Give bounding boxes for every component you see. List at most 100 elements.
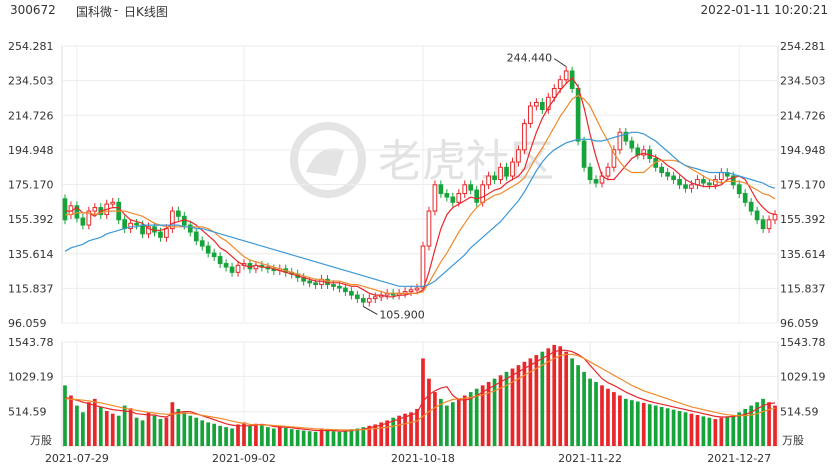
candle-body bbox=[516, 149, 521, 163]
candle-body bbox=[534, 102, 539, 107]
volume-bar bbox=[230, 428, 234, 446]
volume-bar bbox=[528, 358, 533, 446]
volume-bar bbox=[122, 405, 127, 446]
candle-body bbox=[229, 266, 235, 273]
volume-bar bbox=[677, 410, 682, 446]
candle-body bbox=[701, 179, 706, 184]
volume-bar bbox=[683, 412, 688, 446]
candle-body bbox=[456, 193, 462, 203]
candle-body bbox=[122, 219, 127, 230]
candle-body bbox=[510, 161, 515, 177]
volume-bar bbox=[439, 398, 443, 446]
volume-bar bbox=[397, 415, 401, 446]
volume-bar bbox=[87, 402, 91, 446]
candle-body bbox=[355, 294, 360, 300]
volume-bar bbox=[665, 408, 670, 446]
volume-bar bbox=[337, 431, 342, 446]
volume-bar bbox=[391, 417, 395, 446]
volume-bar bbox=[128, 408, 133, 446]
volume-bar bbox=[271, 428, 276, 446]
volume-bar bbox=[671, 409, 676, 446]
candle-body bbox=[539, 102, 545, 111]
volume-bar bbox=[647, 404, 652, 446]
price-tick-left: 175.170 bbox=[8, 179, 54, 192]
date-label: 2021-07-29 bbox=[45, 452, 109, 465]
candle-body bbox=[343, 287, 348, 293]
price-tick-left: 234.503 bbox=[8, 75, 54, 88]
volume-bar bbox=[767, 402, 771, 446]
candle-body bbox=[492, 175, 497, 181]
volume-bar bbox=[564, 351, 569, 446]
volume-bar bbox=[373, 424, 378, 446]
candle-body bbox=[707, 182, 712, 186]
volume-bar bbox=[725, 416, 730, 446]
volume-bar bbox=[415, 408, 419, 446]
candle-body bbox=[146, 226, 151, 235]
volume-bar bbox=[635, 401, 640, 446]
price-tick-right: 96.059 bbox=[780, 317, 819, 330]
candle-body bbox=[480, 184, 485, 203]
volume-bar bbox=[588, 378, 592, 446]
volume-bar bbox=[110, 413, 115, 446]
price-ma5-line bbox=[65, 77, 776, 298]
candle-body bbox=[557, 79, 563, 90]
candle-body bbox=[659, 166, 664, 174]
date-label: 2021-12-27 bbox=[707, 452, 771, 465]
volume-bar bbox=[719, 417, 724, 446]
candle-body bbox=[635, 147, 641, 156]
candle-body bbox=[718, 172, 724, 181]
volume-bar bbox=[510, 368, 515, 446]
volume-tick-right: 1543.78 bbox=[780, 336, 826, 349]
volume-bar bbox=[134, 417, 139, 446]
price-tick-left: 194.948 bbox=[8, 144, 54, 157]
volume-bar bbox=[69, 395, 73, 446]
volume-panel-frame bbox=[61, 341, 779, 447]
candle-body bbox=[414, 287, 420, 291]
candle-body bbox=[432, 184, 438, 212]
volume-bar bbox=[731, 415, 736, 446]
volume-bar bbox=[761, 398, 765, 446]
max-price-label: 244.440 bbox=[507, 52, 553, 65]
price-tick-right: 234.503 bbox=[780, 75, 826, 88]
volume-tick-right: 514.59 bbox=[780, 406, 819, 419]
volume-bar bbox=[248, 425, 252, 446]
volume-bar bbox=[456, 398, 461, 446]
candle-body bbox=[617, 131, 623, 151]
volume-bar bbox=[194, 417, 199, 446]
price-ma10-line bbox=[65, 94, 776, 294]
candle-body bbox=[170, 210, 175, 230]
watermark-logo-icon bbox=[290, 122, 366, 198]
volume-bar bbox=[409, 412, 413, 446]
volume-bar bbox=[283, 427, 288, 446]
candle-body bbox=[736, 184, 742, 195]
volume-bar bbox=[295, 429, 300, 446]
candle-body bbox=[641, 149, 647, 156]
candle-body bbox=[486, 175, 491, 186]
volume-bar bbox=[522, 361, 527, 446]
price-tick-right: 254.281 bbox=[780, 40, 826, 53]
volume-bar bbox=[558, 346, 563, 446]
price-tick-right: 214.726 bbox=[780, 109, 826, 122]
volume-bar bbox=[737, 412, 742, 446]
volume-bar bbox=[182, 412, 187, 446]
volume-bar bbox=[331, 431, 336, 446]
volume-bar bbox=[343, 430, 348, 446]
candle-body bbox=[551, 88, 557, 98]
volume-tick-left: 1543.78 bbox=[8, 336, 54, 349]
volume-unit-label: 万股 bbox=[30, 434, 52, 447]
volume-bar bbox=[600, 385, 604, 446]
volume-bar bbox=[212, 423, 216, 446]
watermark-logo-mark-icon bbox=[306, 148, 344, 176]
volume-bar bbox=[403, 413, 407, 446]
volume-bar bbox=[612, 392, 616, 446]
price-ma20-line bbox=[64, 131, 776, 287]
volume-bar bbox=[606, 388, 610, 446]
candle-body bbox=[665, 172, 670, 177]
candle-body bbox=[671, 175, 676, 181]
volume-bar bbox=[260, 425, 264, 446]
volume-ma10-line bbox=[64, 353, 776, 431]
volume-bar bbox=[164, 417, 169, 446]
volume-bar bbox=[480, 385, 485, 446]
volume-bar bbox=[618, 395, 622, 446]
